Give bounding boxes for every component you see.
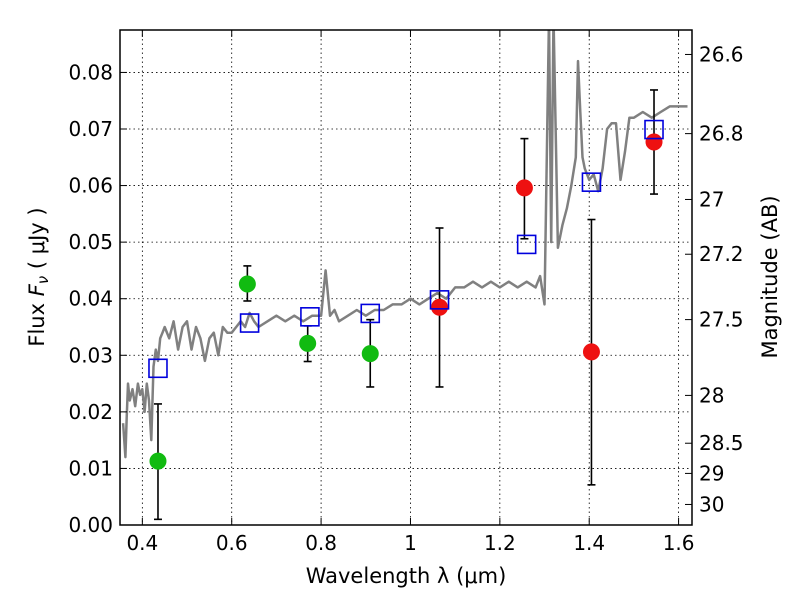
y-label-symbol: F — [25, 283, 49, 296]
model-photometry-square — [148, 358, 168, 379]
y-tick-label: 0.07 — [68, 117, 113, 141]
red-data-point — [645, 133, 663, 151]
x-axis-ticks: 0.4 0.6 0.8 1 1.2 1.4 1.6 — [126, 30, 695, 555]
green-data-point — [238, 275, 256, 293]
red-data-point — [515, 179, 533, 197]
photometry-markers — [148, 119, 664, 470]
y-tick-label: 0.03 — [68, 343, 113, 367]
x-tick-label: 1 — [404, 531, 417, 555]
x-tick-label: 0.4 — [126, 531, 158, 555]
right-tick-label: 27.2 — [699, 242, 744, 266]
model-photometry-square — [516, 234, 537, 255]
red-data-point — [582, 343, 600, 361]
y-tick-label: 0.00 — [68, 513, 113, 537]
right-tick-label: 28.5 — [699, 431, 744, 455]
right-tick-label: 26.8 — [699, 122, 744, 146]
right-tick-label: 26.6 — [699, 42, 744, 66]
x-tick-label: 0.8 — [305, 531, 337, 555]
model-photometry-square — [644, 119, 664, 140]
y-axis-right-label: Magnitude (AB) — [758, 195, 782, 358]
plot-frame — [119, 29, 693, 526]
y-label-subscript: ν — [34, 276, 52, 284]
model-spectrum — [121, 30, 688, 459]
y-tick-label: 0.04 — [68, 287, 113, 311]
y-axis-left-ticks: 0.00 0.01 0.02 0.03 0.04 0.05 0.06 0.07 0.08 — [68, 60, 127, 537]
y-tick-label: 0.01 — [68, 456, 113, 480]
grid-lines — [120, 30, 692, 526]
model-photometry-square — [239, 313, 260, 333]
model-photometry-square — [429, 290, 450, 310]
green-data-point — [361, 345, 379, 363]
spectrum-line — [121, 30, 688, 459]
model-photometry-square — [360, 303, 381, 324]
model-photometry-square — [300, 307, 320, 327]
y-axis-right-ticks: 26.6 26.8 27 27.2 27.5 28 28.5 29 30 — [685, 42, 744, 516]
right-tick-label: 28 — [699, 383, 724, 407]
red-data-point — [431, 298, 449, 316]
x-tick-label: 0.6 — [216, 531, 248, 555]
x-tick-label: 1.2 — [484, 531, 516, 555]
right-tick-label: 27.5 — [699, 308, 744, 332]
x-tick-label: 1.4 — [573, 531, 605, 555]
y-tick-label: 0.05 — [68, 230, 113, 254]
y-axis-left-label: Flux Fν ( μJy ) — [25, 207, 52, 346]
right-tick-label: 29 — [699, 461, 724, 485]
x-tick-label: 1.6 — [663, 531, 695, 555]
y-label-suffix: ( μJy ) — [25, 207, 49, 275]
green-data-point — [149, 452, 167, 470]
right-tick-label: 30 — [699, 492, 724, 516]
y-tick-label: 0.02 — [68, 400, 113, 424]
y-tick-label: 0.06 — [68, 174, 113, 198]
green-data-point — [299, 334, 317, 352]
x-axis-label: Wavelength λ (μm) — [306, 564, 507, 588]
model-photometry-square — [581, 172, 602, 192]
y-tick-label: 0.08 — [68, 60, 113, 84]
right-tick-label: 27 — [699, 187, 724, 211]
y-label-prefix: Flux — [25, 296, 49, 346]
